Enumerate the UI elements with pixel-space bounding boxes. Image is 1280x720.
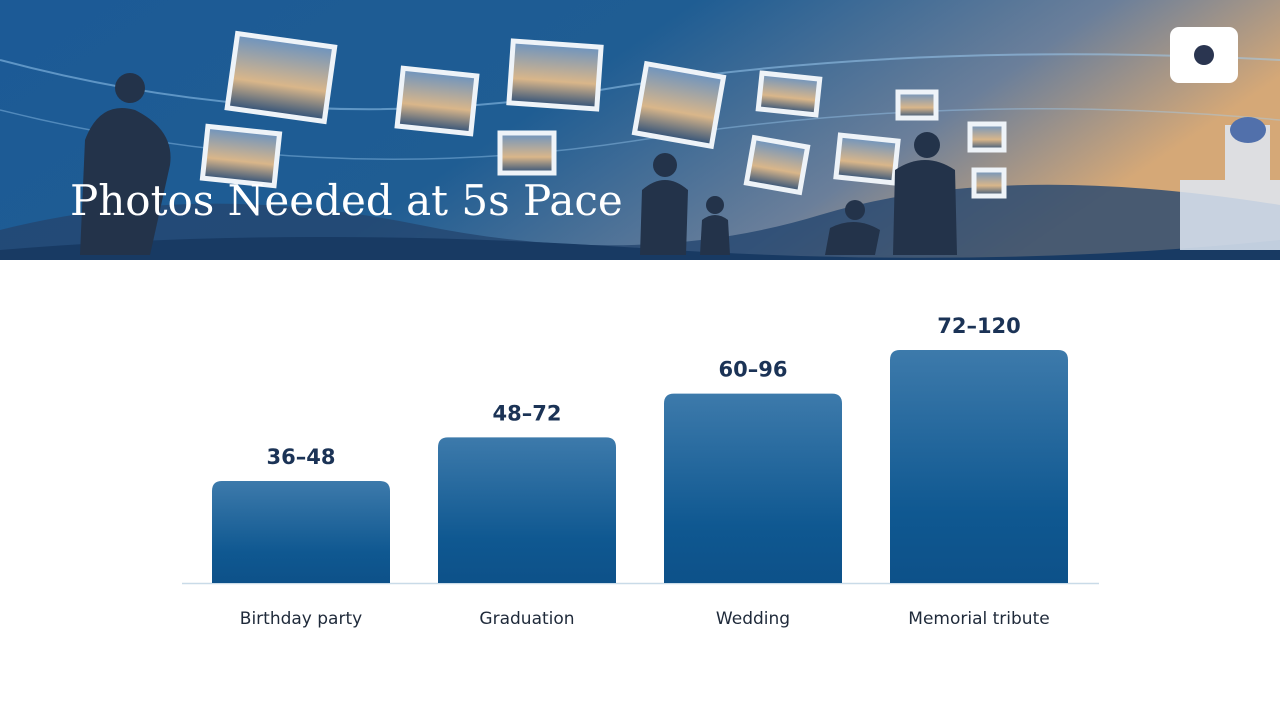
- x-tick-label: Birthday party: [240, 609, 362, 629]
- value-label: 60–96: [719, 358, 788, 382]
- bar: [890, 349, 1068, 583]
- banner: [0, 0, 1280, 260]
- x-tick-label: Graduation: [479, 609, 574, 629]
- logo: [1194, 45, 1214, 65]
- bar: [438, 437, 616, 583]
- x-tick-label: Memorial tribute: [908, 609, 1049, 629]
- value-label: 72–120: [937, 314, 1021, 338]
- value-label: 48–72: [493, 401, 562, 425]
- bar: [664, 393, 842, 583]
- bar: [212, 481, 390, 583]
- value-label: 36–48: [267, 445, 336, 469]
- slide-title: Photos Needed at 5s Pace: [70, 176, 623, 225]
- x-tick-label: Wedding: [716, 609, 790, 629]
